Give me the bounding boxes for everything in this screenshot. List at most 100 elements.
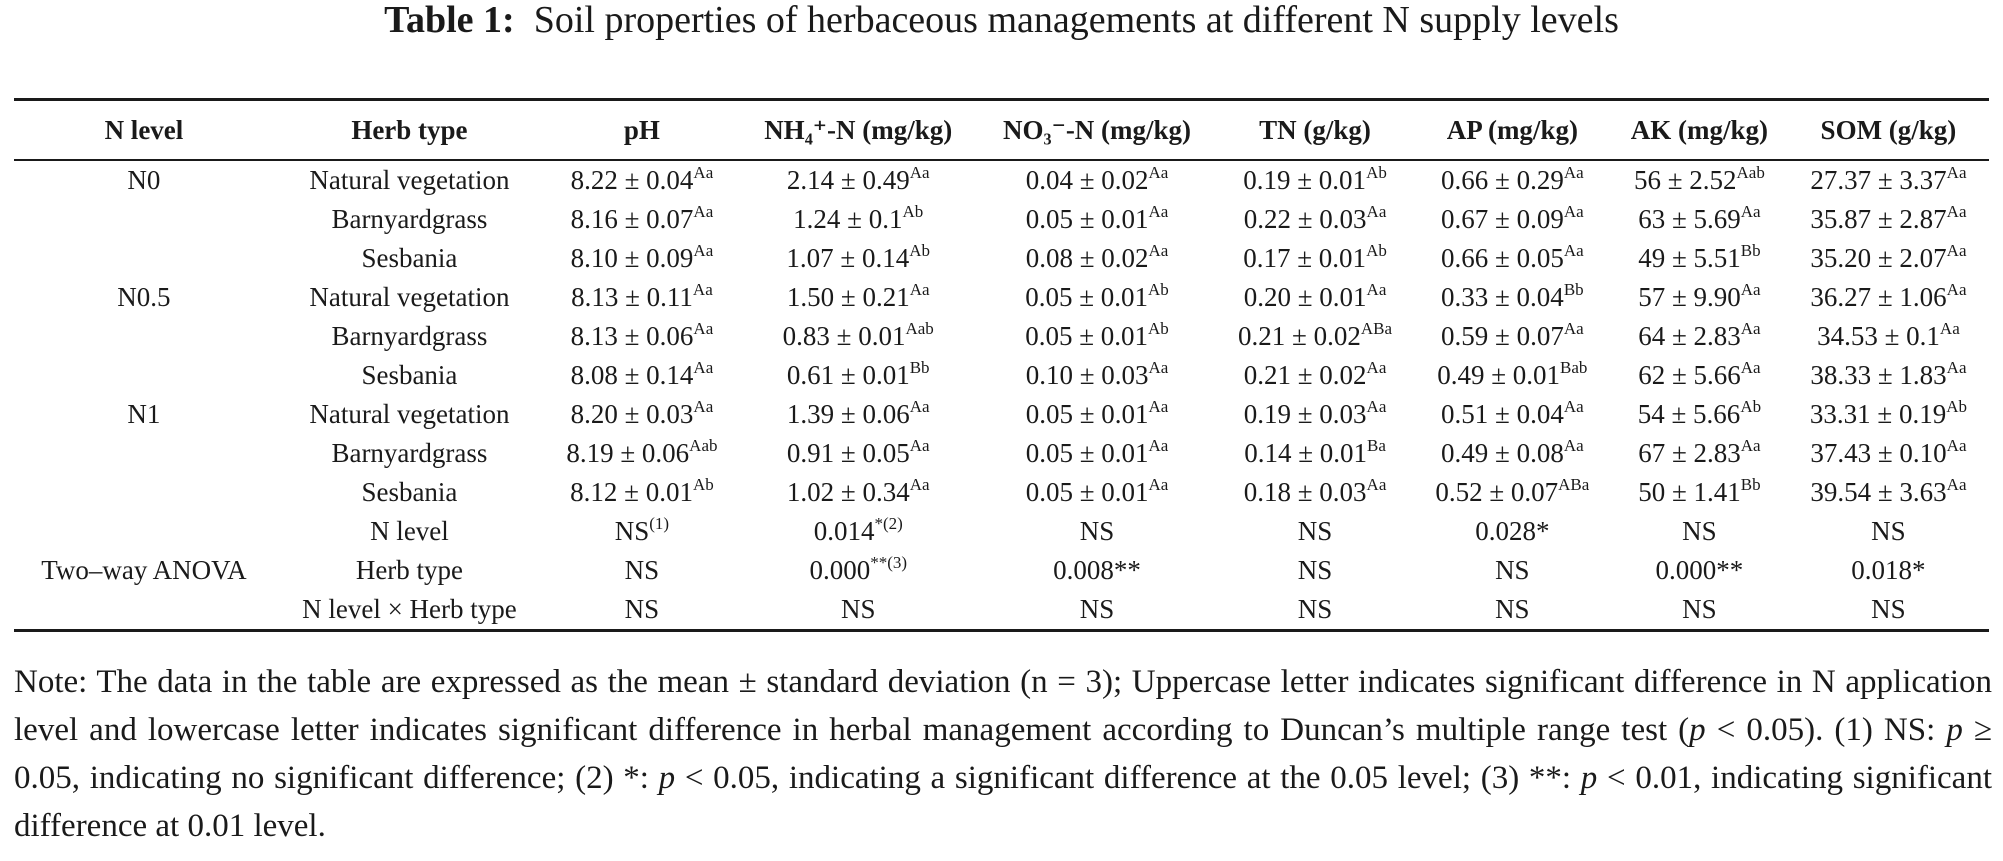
cell-value: 0.61 ± 0.01 [786,360,910,390]
cell-value: 0.14 ± 0.01 [1244,438,1368,468]
cell-value: NS [1297,555,1333,585]
cell-value: 37.43 ± 0.10 [1810,438,1947,468]
cell-value: 2.14 ± 0.49 [786,165,910,195]
cell-superscript: Ab [1366,163,1387,182]
cell-value: 54 ± 5.66 [1637,399,1741,429]
herb-type-cell: Natural vegetation [309,165,510,195]
cell-superscript: Ab [1946,397,1967,416]
value-cell: 0.04 ± 0.02Aa [978,160,1217,200]
anova-value-cell: NS [545,551,739,590]
cell-value: 67 ± 2.83 [1638,438,1741,468]
cell-value: 0.91 ± 0.05 [786,438,910,468]
cell-value: NS [1871,594,1906,624]
anova-value-cell: 0.000** [1611,551,1788,590]
value-cell: 33.31 ± 0.19Ab [1788,395,1989,434]
value-cell: 54 ± 5.66Ab [1611,395,1788,434]
herb-type-cell: Sesbania [361,360,458,390]
cell-value: 36.27 ± 1.06 [1810,282,1947,312]
cell-superscript: Aa [1563,397,1584,416]
value-cell: 0.05 ± 0.01Aa [978,395,1217,434]
anova-value-cell: NS [1787,590,1989,632]
anova-value-cell: NS [738,590,978,632]
cell-value: 50 ± 1.41 [1638,477,1741,507]
n-level-cell [14,200,274,239]
value-cell: 0.19 ± 0.03Aa [1216,395,1413,434]
anova-value-cell: NS [1611,512,1788,551]
cell-superscript: Bb [909,358,930,377]
herb-type-cell: Barnyardgrass [331,438,488,468]
col-header: N level [14,98,274,161]
cell-superscript: Aa [1148,163,1169,182]
cell-value: 0.66 ± 0.29 [1441,165,1564,195]
cell-value: 0.18 ± 0.03 [1243,477,1367,507]
cell-value: 8.10 ± 0.09 [570,243,694,273]
cell-value: 64 ± 2.83 [1638,321,1741,351]
value-cell: 36.27 ± 1.06Aa [1788,278,1989,317]
herb-type-cell: Natural vegetation [309,282,510,312]
value-cell: 1.50 ± 0.21Aa [739,278,978,317]
col-header: AP (mg/kg) [1413,98,1611,161]
cell-value: 0.08 ± 0.02 [1025,243,1149,273]
cell-value: 35.87 ± 2.87 [1810,204,1947,234]
value-cell: 0.61 ± 0.01Bb [739,356,978,395]
note-text: Note: The data in the table are expresse… [14,664,1992,748]
cell-superscript: Bab [1560,358,1588,377]
cell-value: 35.20 ± 2.07 [1810,243,1947,273]
anova-label-cell [14,512,274,551]
note-p-symbol: p [658,760,676,796]
cell-superscript: Aab [689,436,718,455]
cell-value: 0.19 ± 0.01 [1243,165,1367,195]
value-cell: 8.22 ± 0.04Aa [545,160,739,200]
table-row: N0 Natural vegetation 8.22 ± 0.04Aa 2.14 ± … [14,160,1989,200]
cell-value: NS [1495,594,1530,624]
value-cell: 0.20 ± 0.01Aa [1216,278,1413,317]
value-cell: 67 ± 2.83Aa [1611,434,1788,473]
cell-value: 0.33 ± 0.04 [1440,282,1564,312]
cell-value: 27.37 ± 3.37 [1810,165,1947,195]
cell-value: 56 ± 2.52 [1633,165,1737,195]
value-cell: 8.20 ± 0.03Aa [545,395,739,434]
cell-value: NS [1079,594,1115,624]
col-header: AK (mg/kg) [1610,98,1788,161]
n-level-cell [14,317,274,356]
note-text: < 0.01, indicating significant differenc… [14,760,1992,844]
cell-value: 38.33 ± 1.83 [1810,360,1947,390]
anova-value-cell: NS [977,590,1217,632]
table-row: Sesbania 8.10 ± 0.09Aa 1.07 ± 0.14Ab 0.08 ±… [14,239,1989,278]
value-cell: 0.49 ± 0.08Aa [1414,434,1611,473]
value-cell: 1.24 ± 0.1Ab [739,200,978,239]
value-cell: 0.14 ± 0.01Ba [1216,434,1413,473]
value-cell: 0.05 ± 0.01Ab [978,278,1217,317]
cell-superscript: ABa [1360,319,1393,338]
cell-superscript: Bb [1563,280,1584,299]
value-cell: 8.10 ± 0.09Aa [545,239,739,278]
cell-value: 0.17 ± 0.01 [1243,243,1367,273]
col-header: SOM (g/kg) [1787,98,1989,161]
cell-value: NS [1495,555,1530,585]
cell-superscript: Aa [1148,358,1169,377]
soil-properties-table: N level Herb type pH NH₄⁺-N (mg/kg) NO₃⁻… [14,98,1989,632]
cell-value: 0.05 ± 0.01 [1025,477,1149,507]
cell-superscript: Aa [1740,202,1761,221]
cell-superscript: (1) [649,514,670,533]
herb-type-cell: Natural vegetation [309,399,510,429]
cell-value: 0.66 ± 0.05 [1441,243,1564,273]
table-caption-label: Table 1: [384,0,515,41]
cell-superscript: Aa [1946,163,1967,182]
n-level-cell: N0 [127,165,161,195]
cell-value: 1.50 ± 0.21 [786,282,910,312]
value-cell: 38.33 ± 1.83Aa [1788,356,1989,395]
value-cell: 0.66 ± 0.29Aa [1414,160,1611,200]
cell-superscript: Aa [1563,202,1584,221]
cell-superscript: ABa [1558,475,1590,494]
value-cell: 0.59 ± 0.07Aa [1414,317,1611,356]
herb-type-cell: Barnyardgrass [331,321,488,351]
cell-value: 0.49 ± 0.08 [1441,438,1564,468]
cell-superscript: Ab [1148,280,1169,299]
note-text: < 0.05). (1) NS: [1705,712,1947,748]
cell-value: 0.19 ± 0.03 [1243,399,1367,429]
cell-value: 0.05 ± 0.01 [1025,282,1149,312]
value-cell: 2.14 ± 0.49Aa [739,160,978,200]
value-cell: 1.07 ± 0.14Ab [739,239,978,278]
table-row: Sesbania 8.12 ± 0.01Ab 1.02 ± 0.34Aa 0.05 ±… [14,473,1989,512]
